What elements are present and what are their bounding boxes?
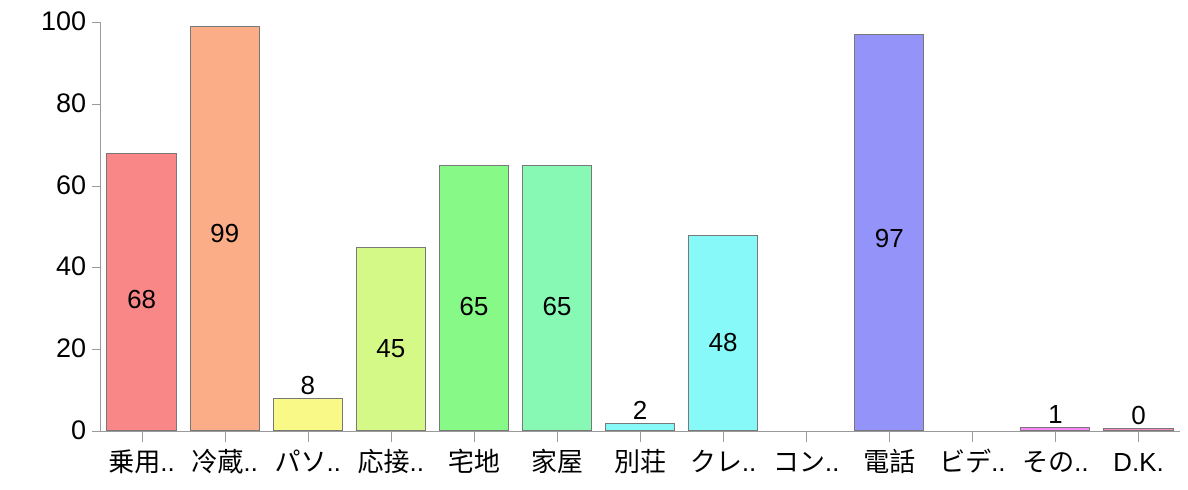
bar-value-label: 99 xyxy=(210,218,240,249)
x-axis-tick xyxy=(307,432,309,442)
x-axis-tick-label: 乗用.. xyxy=(108,447,175,477)
y-axis-tick xyxy=(92,185,100,187)
x-axis-tick xyxy=(806,432,808,442)
x-axis-tick-label: 応接.. xyxy=(357,447,424,477)
x-axis-tick xyxy=(1055,432,1057,442)
x-axis-tick xyxy=(473,432,475,442)
bar[interactable] xyxy=(687,234,759,431)
x-axis-tick xyxy=(889,432,891,442)
bar[interactable] xyxy=(355,246,426,431)
bar[interactable] xyxy=(1103,428,1174,431)
y-axis-tick-label: 100 xyxy=(40,6,86,36)
bar-value-label: 68 xyxy=(127,284,156,315)
y-axis-tick-label: 40 xyxy=(55,251,86,282)
x-axis-tick xyxy=(723,432,725,442)
bar[interactable] xyxy=(189,26,260,431)
y-axis-tick xyxy=(92,103,100,105)
x-axis-tick xyxy=(1138,432,1140,442)
x-axis-tick xyxy=(972,432,974,442)
bar-value-label: 0 xyxy=(1131,400,1146,430)
y-axis-tick xyxy=(92,22,100,23)
x-axis-tick-label: 電話 xyxy=(863,447,916,477)
bar[interactable] xyxy=(1020,426,1091,431)
y-axis-tick-label: 60 xyxy=(55,169,86,200)
x-axis-tick-label: 別荘 xyxy=(613,447,667,477)
y-axis-tick-label: 20 xyxy=(55,333,86,364)
bar[interactable] xyxy=(438,165,509,431)
x-axis-tick xyxy=(556,432,558,442)
x-axis-tick xyxy=(141,432,143,442)
y-axis-tick-label: 80 xyxy=(55,87,86,118)
x-axis-tick xyxy=(224,432,226,442)
x-axis-tick-label: クレ.. xyxy=(689,447,757,477)
x-axis-tick-label: ビデ.. xyxy=(939,447,1006,477)
bar-value-label: 65 xyxy=(459,290,489,321)
x-axis-tick-label: コン.. xyxy=(772,447,840,477)
y-axis-tick xyxy=(92,349,100,351)
bar-value-label: 2 xyxy=(632,394,648,425)
bar-value-label: 45 xyxy=(376,333,406,364)
bar[interactable] xyxy=(106,152,177,431)
x-axis-tick-label: D.K. xyxy=(1113,447,1164,477)
x-axis-tick-label: 宅地 xyxy=(447,447,500,477)
bar[interactable] xyxy=(854,34,925,431)
bar-value-label: 97 xyxy=(874,222,904,253)
x-axis-tick-label: パソ.. xyxy=(274,447,341,477)
bar[interactable] xyxy=(272,398,343,431)
bar[interactable] xyxy=(521,165,592,431)
bar[interactable] xyxy=(604,422,676,431)
x-axis-line xyxy=(100,431,1180,432)
y-axis-tick-label: 0 xyxy=(70,415,86,445)
y-axis-line xyxy=(100,22,101,431)
bar-value-label: 8 xyxy=(300,370,315,401)
x-axis-tick-label: その.. xyxy=(1022,447,1089,477)
x-axis-tick-label: 家屋 xyxy=(530,447,583,477)
y-axis-tick xyxy=(92,267,100,269)
bar-value-label: 48 xyxy=(708,326,738,357)
y-axis-tick xyxy=(92,431,100,432)
bar-value-label: 65 xyxy=(542,290,572,321)
x-axis-tick-label: 冷蔵.. xyxy=(191,447,258,477)
x-axis-tick xyxy=(390,432,392,442)
bar-value-label: 1 xyxy=(1048,398,1063,429)
x-axis-tick xyxy=(640,432,641,442)
